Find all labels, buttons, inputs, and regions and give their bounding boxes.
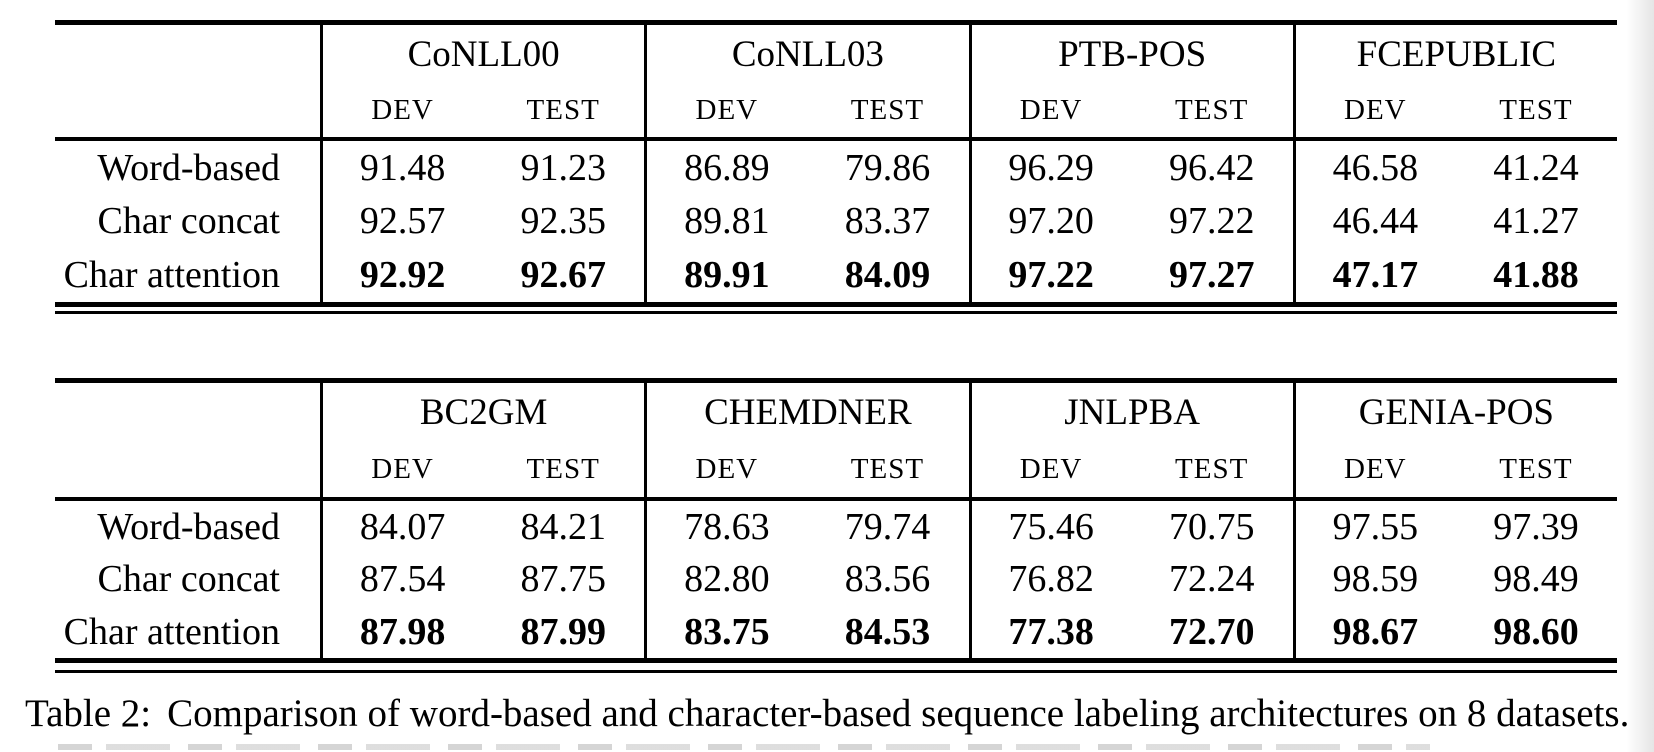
table-caption: Table 2: Comparison of word-based and cha… (25, 691, 1640, 737)
row-label: Word-based (97, 506, 280, 549)
value-cell: 97.27 (1168, 254, 1255, 297)
table-bottom-rule-thin (55, 310, 1617, 314)
value-cell: 84.09 (844, 254, 931, 297)
value-cell: 89.81 (644, 194, 806, 249)
value-cell: 79.86 (844, 146, 931, 189)
value-cell: 41.24 (1493, 146, 1579, 189)
value-cell: 84.53 (844, 610, 931, 653)
row-label: Char concat (97, 200, 280, 243)
value-cell: 92.57 (320, 194, 482, 249)
col-header-dev: DEV (320, 83, 482, 137)
table-caption-text: Comparison of word-based and character-b… (167, 692, 1630, 735)
value-cell: 87.54 (320, 553, 482, 606)
value-cell: 89.91 (644, 248, 806, 302)
value-cell: 92.35 (520, 200, 606, 243)
corner-spacer (55, 25, 320, 83)
value-cell: 82.80 (644, 553, 806, 606)
corner-spacer (55, 441, 320, 497)
row-label: Char attention (63, 254, 280, 297)
value-cell: 83.37 (844, 200, 931, 243)
value-cell: 96.29 (968, 141, 1131, 195)
table-top-rule (55, 20, 1617, 25)
value-cell: 92.67 (520, 254, 606, 297)
value-cell: 72.70 (1168, 610, 1255, 653)
value-cell: 97.22 (968, 248, 1131, 302)
value-cell: 84.07 (320, 501, 482, 554)
col-header-test: TEST (1175, 93, 1249, 126)
col-header-dev: DEV (1292, 83, 1455, 137)
value-cell: 87.99 (520, 610, 606, 653)
table-mid-rule (55, 137, 1617, 141)
value-cell: 96.42 (1168, 146, 1255, 189)
col-header-test: TEST (1499, 93, 1573, 126)
value-cell: 98.49 (1493, 558, 1579, 601)
group-header-chemdner: CHEMDNER (644, 383, 968, 441)
col-header-dev: DEV (644, 441, 806, 497)
value-cell: 75.46 (968, 501, 1131, 554)
value-cell: 97.39 (1493, 506, 1579, 549)
col-header-dev: DEV (320, 441, 482, 497)
table-bottom-rule-thin (55, 669, 1617, 673)
value-cell: 83.75 (644, 605, 806, 658)
group-header-jnlpba: JNLPBA (968, 383, 1293, 441)
corner-spacer (55, 383, 320, 441)
col-header-dev: DEV (968, 83, 1131, 137)
col-header-dev: DEV (968, 441, 1131, 497)
group-header-fcepublic: FCEPUBLIC (1292, 25, 1617, 83)
value-cell: 97.22 (1168, 200, 1255, 243)
value-cell: 83.56 (844, 558, 931, 601)
value-cell: 87.75 (520, 558, 606, 601)
value-cell: 86.89 (644, 141, 806, 195)
group-header-ptb-pos: PTB-POS (968, 25, 1293, 83)
group-header-genia-pos: GENIA-POS (1292, 383, 1617, 441)
col-header-test: TEST (526, 452, 600, 485)
table-bottom-rule-thick (55, 657, 1617, 663)
value-cell: 98.67 (1292, 605, 1455, 658)
value-cell: 98.60 (1493, 610, 1579, 653)
value-cell: 91.48 (320, 141, 482, 195)
value-cell: 77.38 (968, 605, 1131, 658)
value-cell: 98.59 (1292, 553, 1455, 606)
value-cell: 87.98 (320, 605, 482, 658)
group-header-conll00: CoNLL00 (320, 25, 644, 83)
value-cell: 70.75 (1168, 506, 1255, 549)
value-cell: 97.20 (968, 194, 1131, 249)
row-label: Word-based (97, 146, 280, 189)
value-cell: 78.63 (644, 501, 806, 554)
value-cell: 91.23 (520, 146, 606, 189)
row-label: Char concat (97, 558, 280, 601)
col-header-test: TEST (1499, 452, 1573, 485)
results-table-top: CoNLL00 CoNLL03 PTB-POS FCEPUBLIC DEV TE… (55, 20, 1617, 314)
truncated-text-line (58, 744, 1430, 750)
col-header-test: TEST (850, 93, 925, 126)
table-bottom-rule-thick (55, 301, 1617, 307)
results-table-bottom: BC2GM CHEMDNER JNLPBA GENIA-POS DEV TEST… (55, 378, 1617, 673)
row-label: Char attention (63, 610, 280, 653)
value-cell: 84.21 (520, 506, 606, 549)
table-top-rule (55, 378, 1617, 383)
page-edge-shadow (1626, 0, 1654, 752)
value-cell: 46.58 (1292, 141, 1455, 195)
table-caption-label: Table 2: (25, 692, 152, 735)
value-cell: 41.88 (1493, 254, 1579, 297)
value-cell: 41.27 (1493, 200, 1579, 243)
value-cell: 76.82 (968, 553, 1131, 606)
value-cell: 97.55 (1292, 501, 1455, 554)
col-header-dev: DEV (644, 83, 806, 137)
group-header-bc2gm: BC2GM (320, 383, 644, 441)
group-header-conll03: CoNLL03 (644, 25, 968, 83)
col-header-test: TEST (526, 93, 600, 126)
value-cell: 92.92 (320, 248, 482, 302)
value-cell: 46.44 (1292, 194, 1455, 249)
value-cell: 79.74 (844, 506, 931, 549)
col-header-test: TEST (850, 452, 925, 485)
col-header-dev: DEV (1292, 441, 1455, 497)
value-cell: 72.24 (1168, 558, 1255, 601)
corner-spacer (55, 83, 320, 137)
value-cell: 47.17 (1292, 248, 1455, 302)
table-mid-rule (55, 497, 1617, 501)
col-header-test: TEST (1175, 452, 1249, 485)
